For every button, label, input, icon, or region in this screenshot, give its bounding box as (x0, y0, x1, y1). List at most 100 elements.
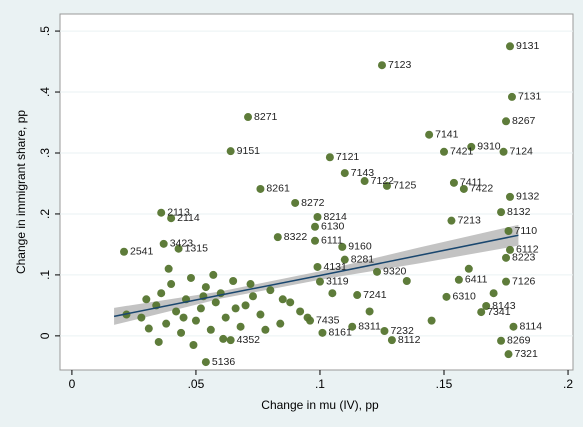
point (365, 307, 374, 316)
point-label: 7435 (316, 314, 340, 326)
point-label: 7122 (371, 175, 395, 187)
point (505, 42, 514, 51)
point-label: 2113 (167, 207, 190, 219)
y-tick-label: .5 (38, 26, 52, 36)
point-label: 2114 (177, 212, 200, 224)
point (318, 328, 327, 337)
point-label: 8223 (512, 252, 536, 264)
point (440, 147, 449, 156)
y-tick-label: 0 (38, 332, 52, 339)
y-axis-title: Change in immigrant share, pp (14, 110, 28, 274)
point (159, 239, 168, 248)
point (256, 310, 265, 319)
point-label: 7131 (518, 91, 542, 103)
point (291, 198, 300, 207)
point (464, 264, 473, 273)
point (425, 130, 434, 139)
point (261, 325, 270, 334)
point (459, 184, 468, 193)
point (447, 216, 456, 225)
point (186, 273, 195, 282)
point-label: 8269 (507, 335, 531, 347)
point (502, 117, 511, 126)
point (246, 280, 255, 289)
point (313, 262, 322, 271)
point-label: 7213 (457, 214, 481, 226)
point (377, 61, 386, 70)
point-label: 4131 (323, 261, 347, 273)
point (191, 316, 200, 325)
point (278, 295, 287, 304)
point (353, 291, 362, 300)
point (296, 307, 305, 316)
point-label: 6111 (321, 235, 343, 247)
point-label: 7143 (351, 167, 375, 179)
point-label: 8143 (492, 300, 516, 312)
point-label: 8261 (266, 183, 290, 195)
y-tick-label: .3 (38, 148, 52, 158)
point (338, 242, 347, 251)
point (402, 277, 411, 285)
point (311, 236, 320, 245)
point (311, 222, 320, 231)
y-tick-label: .2 (38, 209, 52, 219)
point-label: 9320 (383, 266, 407, 278)
point (505, 245, 514, 254)
point (196, 304, 205, 313)
point (164, 264, 173, 273)
point-label: 8112 (398, 334, 421, 346)
point (236, 322, 245, 331)
point (189, 341, 198, 350)
point-label: 8271 (254, 111, 278, 123)
point (509, 322, 518, 331)
point-label: 7232 (390, 325, 414, 337)
point (167, 214, 176, 223)
point-label: 8132 (507, 206, 531, 218)
y-tick-label: .4 (38, 87, 52, 97)
point-label: 6130 (321, 221, 345, 233)
point-label: 7141 (435, 128, 459, 140)
point (507, 92, 516, 101)
point (497, 336, 506, 345)
point (226, 336, 235, 345)
point (482, 301, 491, 310)
point-label: 7125 (393, 180, 417, 192)
point (505, 192, 514, 201)
point (497, 208, 506, 217)
point (154, 337, 163, 346)
fit-line (113, 234, 519, 318)
point (157, 289, 166, 298)
point (162, 319, 171, 328)
point (328, 289, 337, 298)
point-label: 9160 (348, 241, 372, 253)
point (219, 334, 228, 343)
point (120, 247, 129, 256)
point-label: 3423 (170, 238, 194, 250)
point-label: 7124 (510, 146, 534, 158)
y-tick-label: .1 (38, 270, 52, 280)
point (504, 350, 513, 359)
point (231, 304, 240, 313)
point (504, 227, 513, 236)
point (449, 178, 458, 187)
point-label: 8322 (284, 231, 308, 243)
point-label: 8214 (323, 211, 347, 223)
point-label: 7321 (515, 348, 539, 360)
point-label: 6411 (465, 274, 488, 286)
point (201, 358, 210, 367)
point (313, 212, 322, 221)
point (467, 142, 476, 151)
point (360, 177, 369, 186)
point (382, 181, 391, 190)
point-label: 8281 (351, 253, 375, 265)
point (340, 255, 349, 264)
point-label: 7411 (460, 177, 483, 189)
point (167, 280, 176, 289)
point-label: 9131 (516, 40, 540, 52)
x-axis-title: Change in mu (IV), pp (261, 398, 379, 412)
point (248, 292, 257, 301)
point (499, 147, 508, 156)
point (179, 313, 188, 322)
point (340, 169, 349, 178)
